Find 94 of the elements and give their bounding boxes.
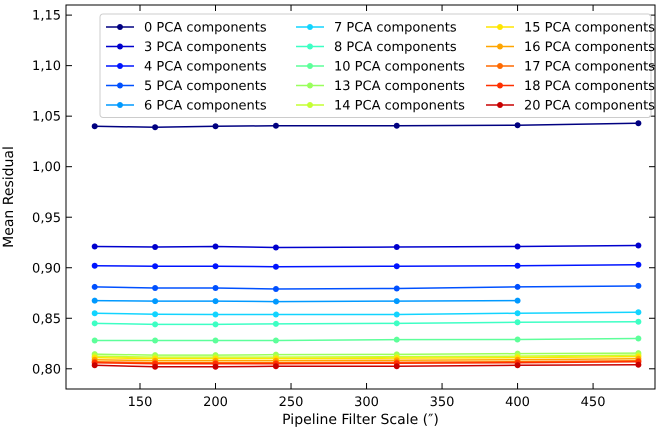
point: [92, 284, 98, 290]
legend-label: 16 PCA components: [524, 40, 656, 56]
point: [272, 244, 279, 251]
point: [152, 364, 158, 370]
point: [272, 122, 279, 129]
legend-label: 10 PCA components: [334, 60, 466, 75]
y-tick-label: 0,85: [32, 312, 61, 327]
point: [212, 284, 219, 291]
point: [635, 242, 642, 249]
y-tick-label: 1,15: [32, 8, 61, 24]
point: [394, 285, 400, 292]
point: [635, 262, 642, 268]
point: [635, 120, 642, 126]
point: [635, 362, 642, 368]
point: [272, 363, 279, 370]
point: [394, 320, 400, 326]
point: [92, 262, 98, 269]
y-tick-label: 1,05: [32, 110, 61, 125]
y-tick-label: 0,80: [32, 362, 61, 378]
point: [212, 337, 219, 344]
point: [212, 263, 219, 270]
x-tick-label: 200: [203, 395, 228, 410]
point: [92, 362, 98, 368]
legend-label: 15 PCA components: [524, 20, 656, 36]
x-tick-label: 300: [354, 395, 379, 410]
point: [514, 362, 521, 368]
legend-label: 14 PCA components: [334, 98, 466, 114]
point: [92, 337, 98, 344]
point: [152, 124, 158, 130]
point: [92, 310, 98, 316]
point: [635, 309, 642, 316]
point: [394, 336, 400, 343]
point: [152, 284, 158, 291]
x-axis-title: Pipeline Filter Scale (″): [282, 412, 439, 428]
point: [272, 264, 279, 270]
point: [212, 123, 219, 130]
point: [212, 244, 219, 250]
legend-label: 4 PCA components: [144, 60, 267, 75]
point: [514, 310, 521, 316]
legend-label: 17 PCA components: [524, 60, 656, 75]
legend-label: 18 PCA components: [524, 79, 656, 94]
x-tick-label: 250: [278, 395, 304, 410]
point: [272, 320, 279, 327]
x-tick-label: 450: [580, 395, 606, 410]
y-axis-title: Mean Residual: [1, 146, 17, 248]
legend-label: 8 PCA components: [334, 40, 457, 56]
point: [272, 312, 279, 318]
point: [514, 262, 521, 269]
x-tick-label: 150: [128, 395, 152, 410]
point: [272, 298, 279, 305]
point: [514, 244, 521, 250]
y-tick-label: 0,95: [32, 210, 61, 226]
point: [272, 337, 279, 344]
point: [92, 320, 98, 326]
legend-label: 6 PCA components: [144, 98, 267, 114]
point: [152, 337, 158, 344]
x-tick-label: 350: [430, 395, 454, 410]
point: [635, 282, 642, 289]
y-tick-label: 1,00: [32, 160, 61, 176]
point: [212, 298, 219, 304]
point: [152, 244, 158, 250]
point: [514, 122, 521, 128]
legend-label: 20 PCA components: [524, 98, 656, 114]
point: [152, 263, 158, 270]
point: [514, 319, 521, 326]
legend-label: 7 PCA components: [334, 20, 457, 36]
legend-label: 5 PCA components: [144, 79, 267, 94]
point: [152, 311, 158, 318]
point: [514, 284, 521, 290]
point: [394, 263, 400, 270]
x-tick-label: 400: [505, 395, 530, 410]
point: [212, 321, 219, 328]
point: [394, 312, 400, 318]
point: [394, 122, 400, 129]
point: [514, 298, 521, 304]
point: [635, 318, 642, 325]
point: [394, 363, 400, 370]
point: [212, 364, 219, 370]
point: [152, 321, 158, 328]
point: [92, 298, 98, 304]
legend-label: 13 PCA components: [334, 79, 466, 94]
legend-label: 0 PCA components: [144, 20, 267, 36]
point: [394, 298, 400, 304]
point: [635, 335, 642, 342]
point: [514, 336, 521, 342]
point: [92, 123, 98, 130]
legend-label: 3 PCA components: [144, 40, 267, 56]
point: [212, 312, 219, 318]
point: [152, 298, 158, 304]
point: [394, 244, 400, 250]
y-tick-label: 0,90: [32, 261, 61, 276]
point: [92, 244, 98, 250]
y-tick-label: 1,10: [32, 59, 61, 74]
point: [272, 286, 279, 292]
